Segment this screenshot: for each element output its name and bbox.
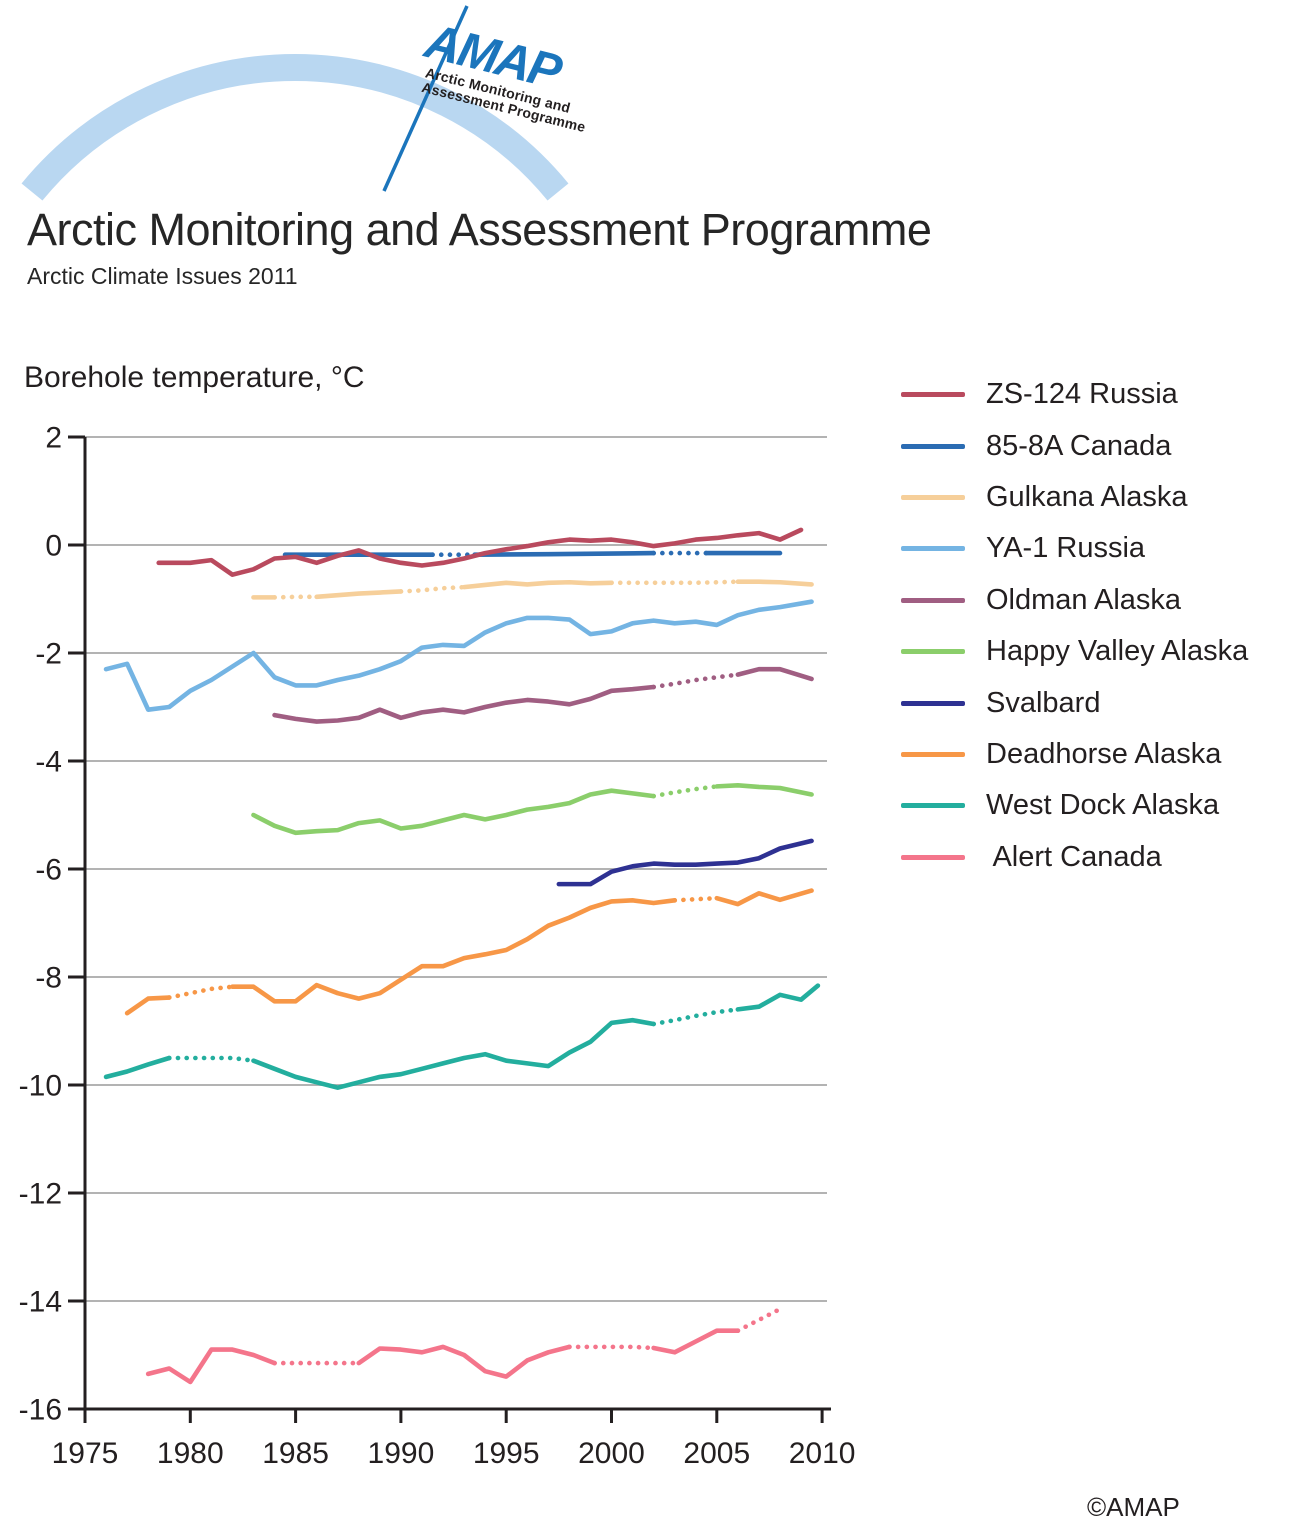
series-line-gulkana-alaska	[609, 579, 741, 586]
plot-layer: 2 0 -2 -4 -6 -8 -10 -12 -14 -16 1975 1980 1985 1990 19…	[19, 422, 856, 1471]
chart-title: Borehole temperature, °C	[24, 361, 365, 394]
series-line-west-dock-alaska	[251, 1017, 656, 1090]
series-line-oldman-alaska	[735, 666, 814, 682]
y-tick-label: 2	[45, 422, 62, 455]
legend-swatch	[901, 597, 965, 603]
legend-label: West Dock Alaska	[986, 789, 1220, 822]
y-tick-label: -6	[35, 854, 62, 887]
legend-label: Oldman Alaska	[986, 583, 1182, 616]
legend-label: ZS-124 Russia	[986, 378, 1178, 411]
y-tick-label: -10	[19, 1070, 62, 1103]
legend-label: Alert Canada	[986, 840, 1162, 873]
y-tick-label: -2	[35, 638, 62, 671]
legend-label: Svalbard	[986, 686, 1101, 719]
legend-swatch	[901, 803, 965, 809]
x-tick-label: 1980	[157, 1437, 224, 1470]
series-line-85-8a-canada	[472, 550, 656, 558]
x-tick-label: 1990	[368, 1437, 435, 1470]
series-line-gulkana-alaska	[735, 579, 814, 587]
x-tick-label: 2000	[578, 1437, 645, 1470]
series-line-alert-canada	[651, 1328, 741, 1355]
legend-item: 85-8A Canada	[901, 420, 1248, 471]
legend-swatch	[901, 854, 965, 860]
chart-legend: ZS-124 Russia 85-8A Canada Gulkana Alaska Y…	[901, 369, 1248, 883]
legend-label: Happy Valley Alaska	[986, 635, 1249, 668]
series-line-zs-124-russia	[156, 527, 804, 578]
legend-item: Oldman Alaska	[901, 575, 1248, 626]
series-line-alert-canada	[567, 1344, 656, 1351]
series-line-west-dock-alaska	[651, 1007, 741, 1027]
y-tick-label: -12	[19, 1178, 62, 1211]
legend-item: YA-1 Russia	[901, 523, 1248, 574]
legend-item: Happy Valley Alaska	[901, 626, 1248, 677]
series-line-deadhorse-alaska	[672, 895, 720, 903]
series-line-alert-canada	[735, 1306, 783, 1333]
series-line-svalbard	[556, 838, 814, 887]
legend-swatch	[901, 392, 965, 398]
y-tick-label: -16	[19, 1394, 62, 1427]
legend-swatch	[901, 546, 965, 552]
legend-item: ZS-124 Russia	[901, 369, 1248, 420]
legend-label: YA-1 Russia	[986, 532, 1146, 565]
x-tick-label: 1975	[52, 1437, 119, 1470]
legend-item: Alert Canada	[901, 832, 1248, 883]
series-line-alert-canada	[145, 1347, 277, 1385]
legend-item: Svalbard	[901, 677, 1248, 728]
x-tick-label: 2005	[683, 1437, 750, 1470]
series-line-deadhorse-alaska	[166, 984, 235, 1000]
series-line-gulkana-alaska	[398, 584, 467, 594]
series-line-ya-1-russia	[103, 599, 814, 713]
legend-item: West Dock Alaska	[901, 780, 1248, 831]
legend-label: Deadhorse Alaska	[986, 737, 1222, 770]
legend-label: Gulkana Alaska	[986, 480, 1188, 513]
legend-swatch	[901, 700, 965, 706]
y-tick-label: -14	[19, 1286, 62, 1319]
series-line-oldman-alaska	[272, 684, 656, 724]
series-line-gulkana-alaska	[272, 594, 319, 600]
series-line-deadhorse-alaska	[714, 888, 814, 907]
y-tick-label: -4	[35, 746, 62, 779]
logo-diagonal-line	[382, 5, 469, 192]
legend-label: 85-8A Canada	[986, 429, 1172, 462]
series-line-happy-valley-alaska	[251, 788, 656, 836]
logo-arc	[21, 53, 569, 201]
series-line-west-dock-alaska	[735, 983, 821, 1012]
x-tick-label: 1995	[473, 1437, 540, 1470]
amap-logo-graphic	[21, 5, 569, 201]
y-tick-label: -8	[35, 962, 62, 995]
y-tick-label: 0	[45, 530, 62, 563]
series-line-alert-canada	[356, 1344, 572, 1379]
legend-item: Deadhorse Alaska	[901, 729, 1248, 780]
x-tick-label: 1985	[262, 1437, 329, 1470]
series-line-happy-valley-alaska	[714, 782, 814, 797]
legend-swatch	[901, 494, 965, 500]
series-line-gulkana-alaska	[461, 579, 614, 590]
series-line-oldman-alaska	[651, 672, 741, 690]
legend-swatch	[901, 649, 965, 655]
copyright-credit: ©AMAP	[1087, 1492, 1180, 1522]
legend-swatch	[901, 443, 965, 449]
series-line-gulkana-alaska	[314, 589, 404, 600]
x-tick-label: 2010	[789, 1437, 856, 1470]
legend-swatch	[901, 751, 965, 757]
series-line-west-dock-alaska	[103, 1055, 172, 1080]
legend-item: Gulkana Alaska	[901, 472, 1248, 523]
page-subtitle: Arctic Climate Issues 2011	[27, 263, 298, 289]
series-line-happy-valley-alaska	[651, 784, 720, 799]
series-line-deadhorse-alaska	[230, 898, 677, 1004]
series-line-deadhorse-alaska	[124, 995, 172, 1016]
page-title: Arctic Monitoring and Assessment Program…	[27, 204, 932, 255]
series-line-west-dock-alaska	[166, 1055, 256, 1063]
